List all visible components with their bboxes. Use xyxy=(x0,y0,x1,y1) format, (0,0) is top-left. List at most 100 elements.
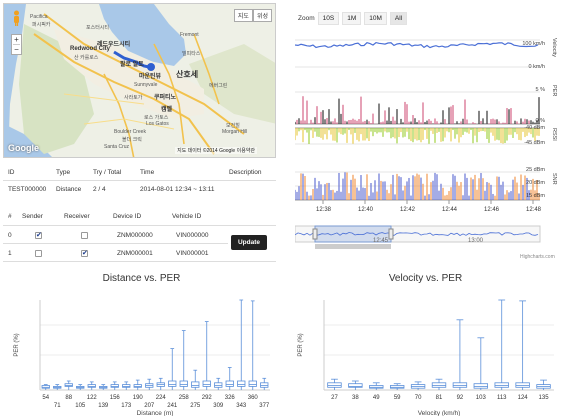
zoom-10s-button[interactable]: 10S xyxy=(317,12,340,25)
box-body xyxy=(87,384,96,388)
street-view-pegman-icon[interactable] xyxy=(12,10,21,26)
cell-vehicle-id: VIN000000 xyxy=(176,232,209,239)
navigator-handle-left[interactable] xyxy=(312,228,318,240)
map-canvas[interactable] xyxy=(4,4,276,158)
map-type-toggle[interactable]: 지도 위성 xyxy=(233,9,272,22)
map-label: 밀피타스 xyxy=(182,51,201,57)
box-body xyxy=(237,380,246,387)
category-label: 124 xyxy=(518,395,529,401)
box-body xyxy=(369,385,384,389)
timeseries-chart[interactable] xyxy=(295,30,550,260)
navigator-handle-right[interactable] xyxy=(388,228,394,240)
map-label: Sunnyvale xyxy=(134,82,158,88)
map-label: Boulder Creek xyxy=(114,129,146,135)
map-type-map-button[interactable]: 지도 xyxy=(233,9,253,22)
box-body xyxy=(248,380,257,387)
per-ytick: 5 % xyxy=(535,87,545,93)
navigator-scrollbar[interactable] xyxy=(315,244,391,249)
snr-ytick: 20 dBm xyxy=(526,180,545,186)
zoom-divider xyxy=(13,44,20,45)
zoom-in-button[interactable]: + xyxy=(14,35,19,44)
row-num: 1 xyxy=(8,250,12,257)
map-label: Morgan Hill xyxy=(222,129,248,135)
x-axis-title: Distance (m) xyxy=(137,410,174,416)
map-label: 산 카를로스 xyxy=(74,55,99,61)
cell-time: 2014-08-01 12:34 ~ 13:11 xyxy=(140,186,215,193)
distance-per-chart[interactable]: 54 71 881051221391561731902072242412582752… xyxy=(0,290,283,416)
route-marker xyxy=(147,63,155,71)
navigator-xtick: 13:00 xyxy=(468,238,484,244)
header-num: # xyxy=(8,213,12,220)
category-label: 92 xyxy=(457,395,464,401)
rssi-axis-title: RSSI xyxy=(551,128,557,141)
category-label: 70 xyxy=(415,395,422,401)
category-label: 71 xyxy=(54,403,61,409)
box-body xyxy=(452,382,468,388)
time-xtick: 12:48 xyxy=(526,207,542,213)
map-type-satellite-button[interactable]: 위성 xyxy=(252,9,272,22)
rssi-ytick: -40 dBm xyxy=(524,125,545,131)
box-body xyxy=(389,385,405,389)
category-label: 292 xyxy=(202,395,213,401)
box-body xyxy=(41,385,50,389)
category-label: 258 xyxy=(179,395,190,401)
navigator-track xyxy=(295,225,541,243)
time-xtick: 12:38 xyxy=(316,207,332,213)
zoom-out-button[interactable]: − xyxy=(14,45,19,54)
distance-chart-title: Distance vs. PER xyxy=(102,273,181,284)
map-label: Pacifica xyxy=(30,14,48,20)
cell-try-total: 2 / 4 xyxy=(93,186,106,193)
category-label: 309 xyxy=(213,403,224,409)
box-body xyxy=(327,382,342,388)
map-label: 포스터시티 xyxy=(86,25,110,31)
time-xtick: 12:46 xyxy=(484,207,500,213)
row-num: 0 xyxy=(8,232,12,239)
header-id: ID xyxy=(8,169,15,176)
box-body xyxy=(494,382,509,388)
category-label: 241 xyxy=(167,403,178,409)
header-vehicle-id: Vehicle ID xyxy=(172,213,202,220)
sender-checkbox[interactable] xyxy=(35,231,42,239)
receiver-checkbox[interactable] xyxy=(81,249,88,257)
divider xyxy=(3,225,276,226)
x-axis-title: Velocity (km/h) xyxy=(418,410,461,416)
highcharts-credit[interactable]: Highcharts.com xyxy=(520,254,555,260)
box-body xyxy=(133,384,142,388)
zoom-10m-button[interactable]: 10M xyxy=(364,12,387,25)
map-label: 캠벨 xyxy=(161,107,173,113)
velocity-per-chart[interactable]: 27 38 49 59 70 81 92 103 113 124 135 Velocity (km/h… xyxy=(284,290,567,416)
category-label: 105 xyxy=(75,403,86,409)
category-label: 224 xyxy=(156,395,167,401)
category-label: 275 xyxy=(190,403,201,409)
cell-device-id: ZNM000001 xyxy=(117,250,153,257)
header-description: Description xyxy=(229,169,262,176)
map-label: Fremont xyxy=(180,32,199,38)
box-body xyxy=(122,384,131,388)
rssi-ytick: -45 dBm xyxy=(524,140,545,146)
divider xyxy=(3,243,228,244)
y-axis-title: PER (%) xyxy=(298,333,304,356)
header-device-id: Device ID xyxy=(113,213,142,220)
update-button[interactable]: Update xyxy=(231,235,267,250)
category-label: 49 xyxy=(373,395,380,401)
sender-checkbox[interactable] xyxy=(35,250,42,257)
velocity-chart-title: Velocity vs. PER xyxy=(388,273,463,284)
category-label: 113 xyxy=(497,395,507,401)
box-body xyxy=(431,382,447,388)
receiver-checkbox[interactable] xyxy=(81,232,88,239)
zoom-1m-button[interactable]: 1M xyxy=(342,12,362,25)
y-axis-title: PER (%) xyxy=(14,333,20,356)
map-label: Redwood City xyxy=(70,46,110,52)
zoom-all-button[interactable]: All xyxy=(389,12,408,25)
route-map[interactable]: + − 지도 위성 Pacifica 퍼시픽카 포스터시티 Redwood Ci… xyxy=(3,3,276,158)
category-label: 54 xyxy=(42,395,49,401)
map-label: 모건힐 xyxy=(226,123,240,129)
snr-ytick: 25 dBm xyxy=(526,167,545,173)
map-zoom-control[interactable]: + − xyxy=(11,34,22,55)
header-time: Time xyxy=(140,169,155,176)
map-label: 산호세 xyxy=(176,70,199,79)
category-label: 343 xyxy=(236,403,247,409)
cell-id: TEST000000 xyxy=(8,186,47,193)
map-label: 퍼시픽카 xyxy=(32,22,51,28)
map-copyright[interactable]: 지도 데이터 ©2014 Google 이용약관 xyxy=(175,147,257,154)
